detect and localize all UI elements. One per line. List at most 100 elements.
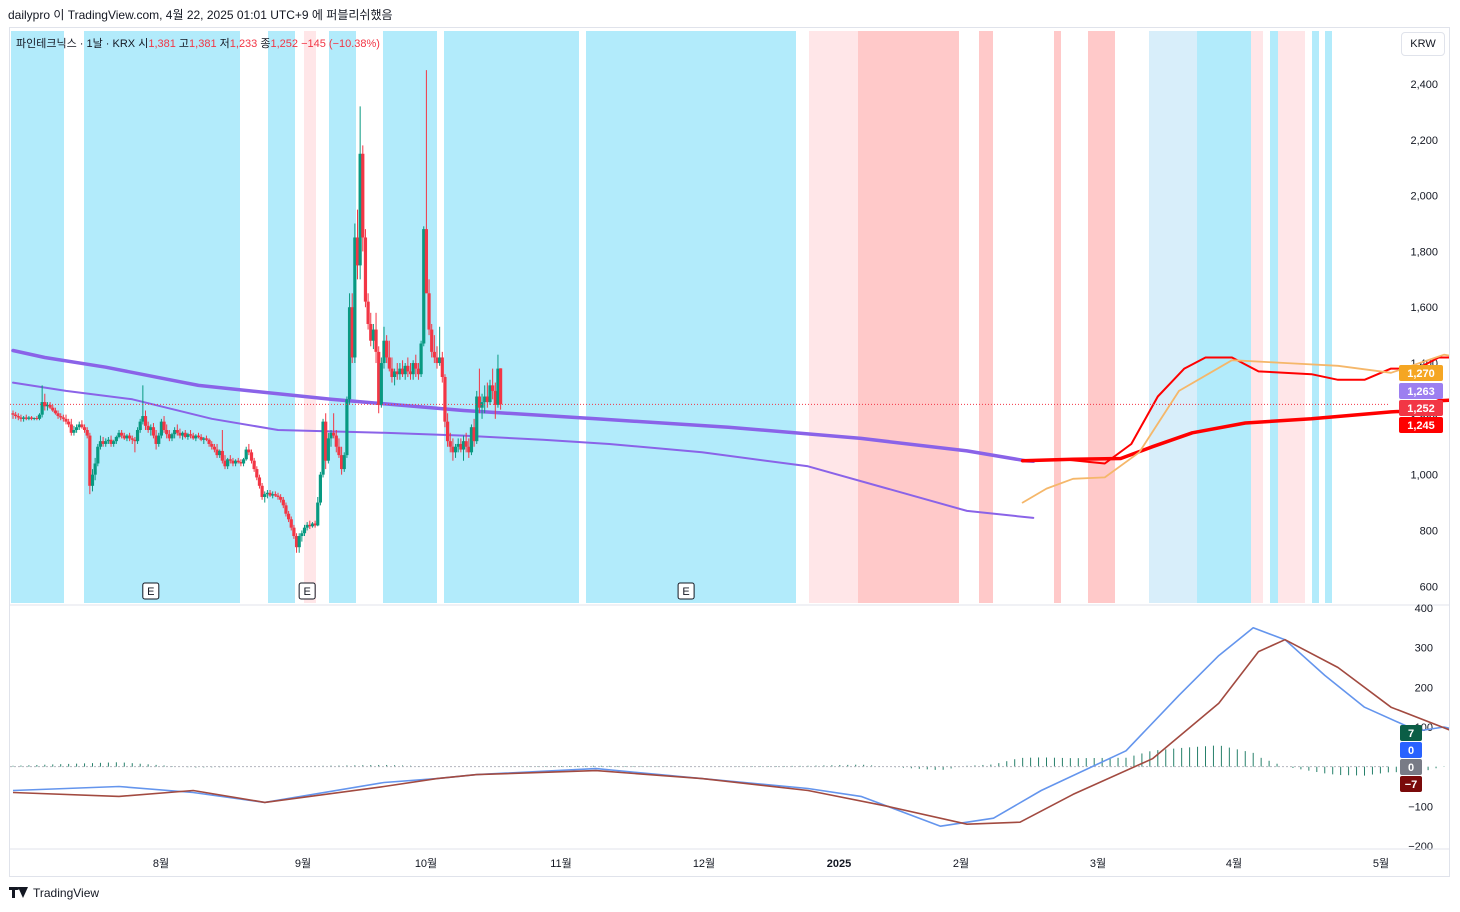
candle-body: [45, 404, 50, 407]
candle-body: [411, 363, 415, 375]
candle-body: [443, 376, 447, 422]
candle-body: [271, 494, 275, 496]
candle-body: [252, 460, 256, 470]
candle-body: [361, 153, 365, 238]
candle-body: [347, 307, 352, 400]
candle-body: [416, 368, 421, 375]
candle-body: [125, 435, 129, 439]
candle-body: [292, 527, 296, 537]
candle-body: [122, 435, 126, 439]
background-band: [268, 31, 295, 603]
candle-body: [395, 371, 399, 375]
background-band: [1292, 31, 1305, 603]
background-band: [1270, 31, 1278, 603]
candle-body: [202, 438, 206, 440]
candle-body: [196, 435, 201, 437]
macd-label-text: 7: [1408, 728, 1414, 740]
candle-body: [446, 421, 450, 442]
candle-body: [284, 505, 288, 514]
background-band: [11, 31, 64, 603]
moving-average-line: [11, 348, 1036, 464]
time-tick-label: 5월: [1373, 857, 1389, 870]
close-label: 종: [260, 38, 271, 50]
background-band: [586, 31, 796, 603]
candle-body: [80, 424, 84, 428]
macd-label-box: [1400, 776, 1422, 792]
macd-label-text: 0: [1408, 745, 1414, 757]
candle-body: [456, 443, 460, 447]
candle-body: [385, 340, 389, 358]
candle-body: [67, 421, 71, 425]
price-label-text: 1,270: [1407, 368, 1435, 380]
price-label-box: [1399, 365, 1443, 381]
open-value: 1,381: [148, 38, 176, 50]
macd-tick-label: 300: [1415, 643, 1433, 655]
candle-body: [138, 421, 142, 431]
candle-body: [408, 371, 413, 375]
candle-body: [143, 416, 148, 426]
candle-body: [387, 357, 391, 369]
candle-body: [183, 432, 187, 437]
background-band: [809, 31, 858, 603]
macd-tick-label: 400: [1415, 603, 1433, 615]
candle-body: [24, 417, 28, 419]
candle-body: [499, 368, 503, 405]
candle-body: [215, 449, 219, 456]
candle-body: [93, 463, 97, 475]
earnings-marker-label: E: [682, 586, 689, 598]
candle-body: [403, 365, 407, 375]
candle-body: [234, 460, 238, 464]
moving-average-line: [1020, 398, 1449, 463]
candle-body: [340, 455, 344, 470]
moving-average-line: [1021, 356, 1449, 465]
candle-body: [475, 396, 479, 442]
time-tick-label: 10월: [415, 857, 437, 870]
candle-body: [459, 443, 463, 450]
candle-body: [435, 357, 439, 364]
currency-button[interactable]: KRW: [1401, 32, 1445, 56]
candle-body: [350, 307, 354, 358]
candle-body: [236, 460, 240, 463]
candle-body: [247, 449, 251, 453]
footer-logo[interactable]: TradingView: [9, 886, 99, 900]
candle-body: [422, 229, 426, 344]
candle-body: [128, 435, 132, 439]
candle-body: [324, 421, 328, 461]
candle-body: [355, 237, 360, 266]
candle-body: [72, 430, 76, 433]
background-band: [858, 31, 959, 603]
candle-body: [279, 496, 283, 500]
candle-body: [53, 410, 57, 414]
candle-body: [276, 495, 280, 497]
candle-body: [149, 427, 153, 431]
macd-tick-label: −200: [1408, 841, 1433, 853]
candle-body: [162, 421, 166, 431]
candle-body: [329, 432, 333, 439]
chart-canvas[interactable]: 6008001,0001,2001,4001,6001,8002,0002,20…: [10, 28, 1449, 876]
time-tick-label: 2025: [827, 858, 851, 870]
candle-body: [220, 450, 224, 461]
candle-body: [178, 432, 182, 436]
background-band: [84, 31, 240, 603]
candle-body: [371, 329, 375, 341]
candle-body: [448, 441, 452, 447]
candle-body: [244, 449, 248, 460]
candle-body: [207, 439, 211, 444]
high-value: 1,381: [189, 38, 217, 50]
moving-average-line: [12, 381, 1035, 519]
chart-frame: 6008001,0001,2001,4001,6001,8002,0002,20…: [9, 27, 1450, 877]
candle-body: [112, 441, 116, 444]
earnings-marker: [677, 582, 695, 600]
price-tick-label: 1,600: [1410, 302, 1438, 314]
open-label: 시: [138, 38, 149, 50]
candle-body: [11, 413, 15, 415]
candle-body: [109, 439, 113, 444]
candle-body: [35, 418, 39, 420]
high-label: 고: [178, 38, 190, 50]
candle-body: [400, 368, 405, 375]
candle-body: [318, 474, 322, 503]
candle-body: [453, 446, 458, 453]
symbol-name: 파인테크닉스 · 1날 · KRX: [16, 38, 136, 50]
candle-body: [88, 435, 92, 486]
candle-body: [218, 450, 222, 456]
